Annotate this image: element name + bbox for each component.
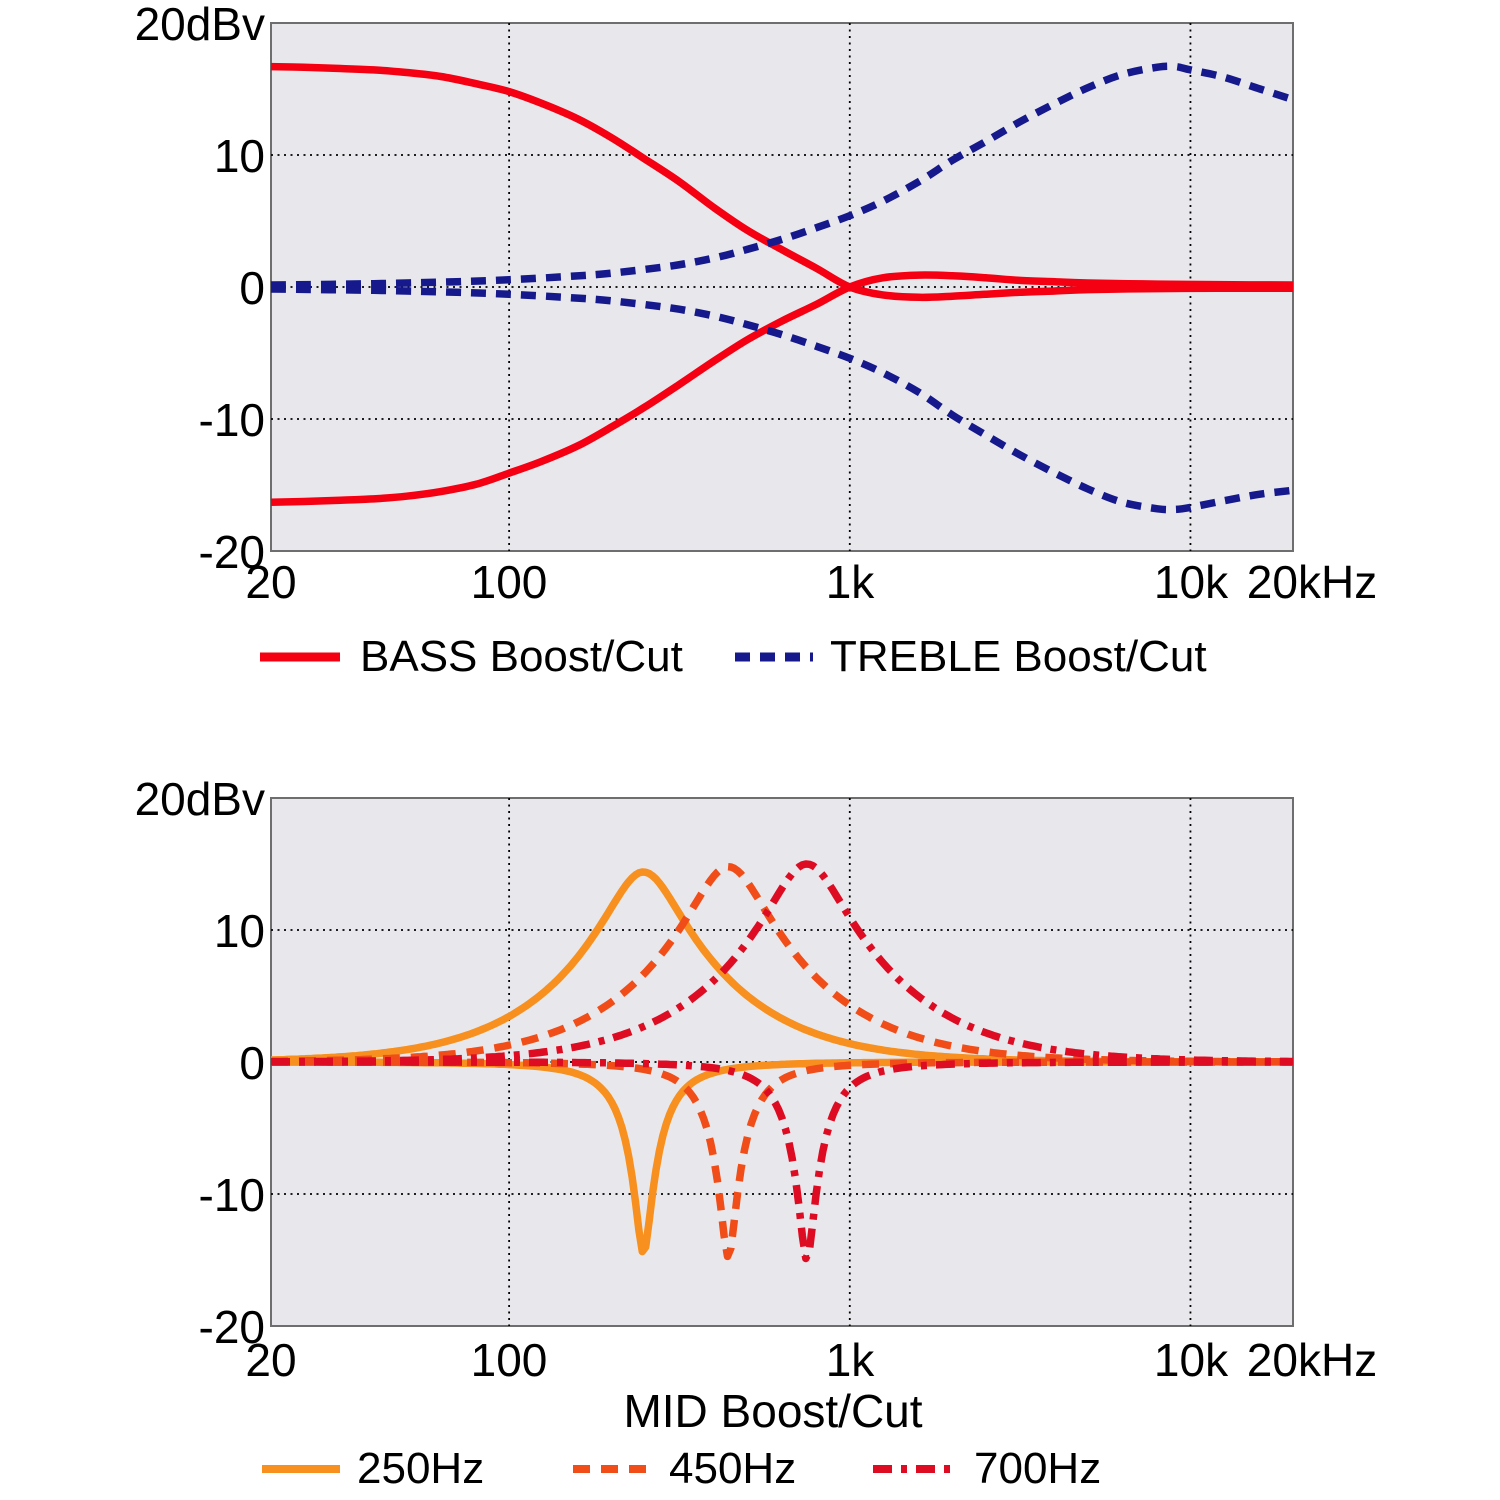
- top-y-tick-20dbv: 20dBv: [134, 0, 265, 50]
- top-y-tick-minus10: -10: [198, 394, 265, 446]
- bottom-x-tick-20: 20: [245, 1334, 297, 1386]
- mid-700hz-line-sample-icon: [873, 1465, 952, 1473]
- top-x-tick-20khz: 20kHz: [1246, 556, 1378, 608]
- bottom-y-tick-minus20: -20: [198, 1301, 265, 1353]
- curve-bass-cut: [270, 271, 1294, 506]
- curve-700hz-boost: [270, 860, 1294, 1066]
- bottom-x-tick-20khz: 20kHz: [1246, 1334, 1378, 1386]
- top-y-tick-10: 10: [213, 130, 265, 182]
- legend-label-450hz: 450Hz: [669, 1444, 797, 1493]
- bottom-y-tick-20dbv: 20dBv: [134, 773, 265, 825]
- bottom-y-tick-0: 0: [239, 1037, 265, 1089]
- curve-treble-cut: [270, 285, 1294, 514]
- curve-700hz-cut: [270, 1058, 1294, 1263]
- bottom-x-tick-1k: 1k: [825, 1334, 875, 1386]
- bottom-panel: [270, 797, 1294, 1327]
- legend-label-treble: TREBLE Boost/Cut: [830, 632, 1207, 681]
- top-x-tick-10k: 10k: [1153, 556, 1229, 608]
- mid-450hz-line-sample-icon: [573, 1465, 653, 1473]
- bottom-y-tick-10: 10: [213, 905, 265, 957]
- legend-item-450hz[interactable]: 450Hz: [573, 1447, 796, 1491]
- treble-line-sample-icon: [735, 652, 813, 662]
- bottom-y-tick-minus10: -10: [198, 1169, 265, 1221]
- curve-treble-boost: [270, 62, 1295, 289]
- legend-label-700hz: 700Hz: [974, 1444, 1102, 1493]
- legend-item-250hz[interactable]: 250Hz: [262, 1447, 484, 1491]
- top-y-tick-minus20: -20: [198, 526, 265, 578]
- bass-line-sample-icon: [260, 652, 340, 662]
- legend-label-250hz: 250Hz: [357, 1444, 485, 1493]
- bottom-x-tick-100: 100: [470, 1334, 548, 1386]
- legend-label-bass: BASS Boost/Cut: [360, 632, 683, 681]
- mid-250hz-line-sample-icon: [262, 1465, 340, 1473]
- top-x-tick-20: 20: [245, 556, 297, 608]
- curve-bass-boost: [270, 62, 1293, 302]
- top-x-tick-100: 100: [470, 556, 548, 608]
- bottom-x-axis-label: MID Boost/Cut: [623, 1385, 923, 1437]
- curve-450hz-boost: [270, 862, 1294, 1066]
- top-panel: [270, 22, 1295, 552]
- legend-item-treble[interactable]: TREBLE Boost/Cut: [735, 635, 1207, 679]
- legend-item-700hz[interactable]: 700Hz: [873, 1447, 1101, 1491]
- bottom-x-tick-10k: 10k: [1153, 1334, 1229, 1386]
- top-y-tick-0: 0: [239, 262, 265, 314]
- legend-item-bass[interactable]: BASS Boost/Cut: [260, 635, 683, 679]
- top-x-tick-1k: 1k: [825, 556, 875, 608]
